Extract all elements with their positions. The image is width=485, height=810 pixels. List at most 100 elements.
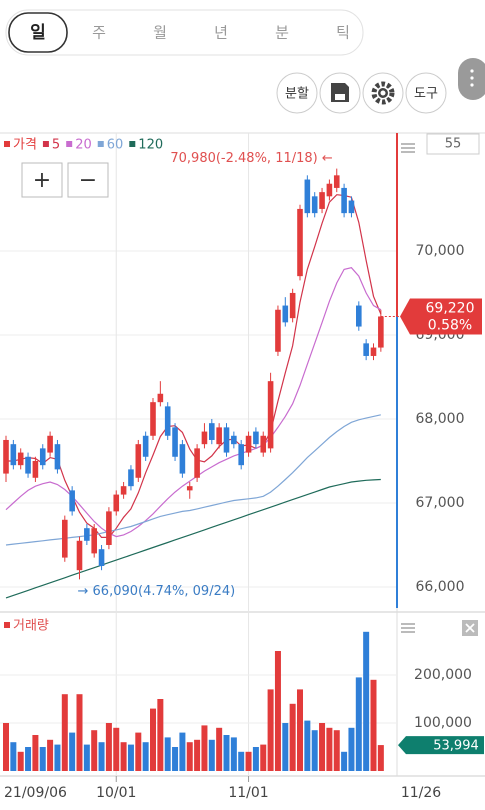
candle-body: [135, 444, 142, 478]
candle-body: [231, 435, 237, 445]
legend-label: 가격: [13, 138, 37, 153]
candle-body: [91, 528, 97, 554]
candle-body: [47, 435, 53, 453]
volume-bar: [282, 723, 289, 771]
legend-swatch: [66, 141, 73, 147]
candle-body: [54, 444, 61, 470]
tab-selected[interactable]: [8, 12, 68, 53]
x-tick-label: 11/01: [228, 785, 268, 801]
last-price-box: [400, 298, 482, 335]
volume-bar: [164, 737, 171, 771]
tab-label[interactable]: 틱: [336, 24, 350, 42]
volume-bar: [267, 689, 274, 771]
close-icon: [465, 623, 475, 633]
handle-dot: [470, 76, 474, 80]
volume-bar: [135, 732, 142, 771]
candle-body: [172, 427, 178, 457]
volume-bar: [319, 723, 326, 771]
tab-label[interactable]: 주: [92, 24, 106, 42]
candle-body: [282, 305, 289, 323]
tab-label[interactable]: 일: [30, 23, 46, 43]
zoom-in[interactable]: [21, 162, 63, 198]
volume-bar: [157, 699, 164, 771]
candle-body: [157, 393, 164, 403]
volume-bar: [333, 730, 340, 771]
legend-label: 120: [138, 138, 163, 153]
zoom-out[interactable]: [67, 162, 109, 198]
candle-body: [142, 435, 149, 457]
count-box[interactable]: [426, 133, 480, 155]
candle-body: [223, 427, 230, 453]
legend-swatch: [4, 622, 10, 628]
volume-bar: [252, 747, 259, 771]
candle-body: [260, 435, 267, 453]
candle-body: [245, 435, 252, 453]
tools-button[interactable]: [405, 72, 447, 114]
volume-bar: [216, 727, 223, 771]
candle-body: [275, 309, 281, 352]
volume-bar: [208, 739, 215, 771]
candle-body: [120, 486, 127, 495]
candle-body: [209, 423, 215, 440]
candle-body: [356, 305, 362, 327]
handle-dot: [470, 83, 474, 87]
volume-bar: [238, 751, 245, 771]
candle-body: [194, 448, 200, 478]
volume-bar: [363, 631, 370, 771]
menu-icon[interactable]: [401, 623, 415, 633]
candle-body: [333, 175, 340, 188]
y-tick-label: 70,000: [416, 243, 465, 259]
candle-body: [378, 316, 384, 348]
last-change-label: 0.58%: [428, 317, 472, 333]
candle-body: [289, 292, 296, 319]
save-icon-detail: [335, 94, 345, 100]
y-tick-label: 200,000: [414, 667, 472, 683]
volume-bar: [260, 744, 267, 771]
y-tick-label: 66,000: [416, 579, 465, 595]
volume-title: 거래량: [13, 619, 49, 634]
volume-bar: [355, 677, 362, 771]
volume-bar: [61, 694, 68, 771]
volume-bar: [297, 689, 303, 771]
settings-icon-hole: [380, 90, 386, 96]
volume-bar: [274, 651, 281, 771]
volume-bar: [172, 747, 179, 771]
volume-bar: [83, 744, 90, 771]
volume-bar: [311, 730, 318, 771]
volume-bar: [69, 732, 76, 771]
volume-bar: [10, 742, 17, 771]
candle-body: [62, 519, 68, 558]
legend-label: 60: [107, 138, 124, 153]
legend-label: 5: [52, 138, 60, 153]
candle-body: [150, 402, 156, 436]
legend-swatch: [4, 141, 10, 147]
candle-body: [76, 540, 83, 571]
volume-bar: [341, 751, 348, 771]
tab-bar: [5, 9, 364, 56]
candle-body: [363, 343, 369, 356]
tab-label[interactable]: 월: [153, 24, 167, 42]
split-button[interactable]: [276, 72, 318, 114]
menu-icon[interactable]: [401, 143, 415, 153]
volume-bar: [304, 720, 311, 771]
volume-bar: [326, 727, 333, 771]
candle-body: [32, 460, 39, 478]
volume-bar: [113, 727, 120, 771]
candle-body: [311, 196, 318, 214]
ma-line: [6, 194, 382, 538]
tab-label[interactable]: 년: [214, 24, 228, 42]
candle-body: [69, 490, 75, 512]
candle-body: [348, 200, 355, 214]
last-price-label: 69,220: [426, 300, 475, 316]
volume-bar: [105, 723, 112, 771]
volume-bar: [54, 744, 61, 771]
candle-body: [304, 179, 311, 214]
volume-bar: [230, 737, 237, 771]
candle-body: [326, 183, 333, 197]
candle-body: [113, 494, 120, 512]
volume-bar: [142, 742, 149, 771]
volume-bar: [370, 679, 377, 771]
zoom-in-label: +: [33, 168, 51, 193]
tab-label[interactable]: 분: [275, 24, 289, 42]
